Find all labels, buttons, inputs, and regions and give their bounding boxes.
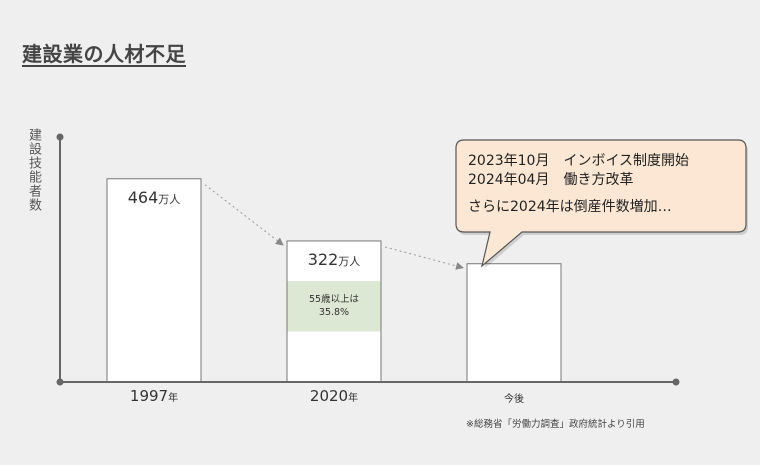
callout-text: 2023年10月 インボイス制度開始 2024年04月 働き方改革 さらに202… <box>468 152 748 217</box>
highlight-label: 55歳以上は 35.8% <box>287 293 381 319</box>
trend-arrow <box>204 184 284 246</box>
bar-value-number: 322 <box>307 249 339 269</box>
source-note: ※総務省「労働力調査」政府統計より引用 <box>466 419 645 430</box>
x-tick-label: 2020年 <box>286 387 382 405</box>
x-tick-text: 2020 <box>309 387 349 405</box>
bar-value-number: 464 <box>127 187 159 207</box>
bar-value-label: 464万人 <box>107 188 201 207</box>
highlight-label-line-1: 55歳以上は <box>308 294 360 306</box>
highlight-segment <box>287 280 381 332</box>
callout-line-2: 2024年04月 働き方改革 <box>468 172 634 188</box>
x-tick-text: 今後 <box>504 394 524 405</box>
trend-arrow <box>384 246 464 270</box>
highlight-label-line-2: 35.8% <box>318 307 350 319</box>
bar-value-unit: 万人 <box>158 192 181 206</box>
x-tick-unit: 年 <box>168 393 179 404</box>
x-tick-unit: 年 <box>348 393 359 404</box>
callout-line-1: 2023年10月 インボイス制度開始 <box>468 153 690 169</box>
bar-1997 <box>106 178 202 383</box>
callout-bubble <box>455 139 747 268</box>
origin-dot <box>56 378 64 386</box>
y-axis-label: 建設技能者数 <box>26 128 41 212</box>
chart-title: 建設業の人材不足 <box>22 42 186 66</box>
bar-value-label: 322万人 <box>287 250 381 269</box>
x-tick-text: 1997 <box>129 387 169 405</box>
callout-line-3: さらに2024年は倒産件数増加… <box>468 199 672 215</box>
x-tick-label: 今後 <box>466 390 562 405</box>
x-tick-label: 1997年 <box>106 387 202 405</box>
bar-今後 <box>466 263 562 383</box>
x-axis-end-dot <box>672 378 680 386</box>
bar-value-unit: 万人 <box>338 254 361 268</box>
y-axis-end-dot <box>56 133 64 141</box>
